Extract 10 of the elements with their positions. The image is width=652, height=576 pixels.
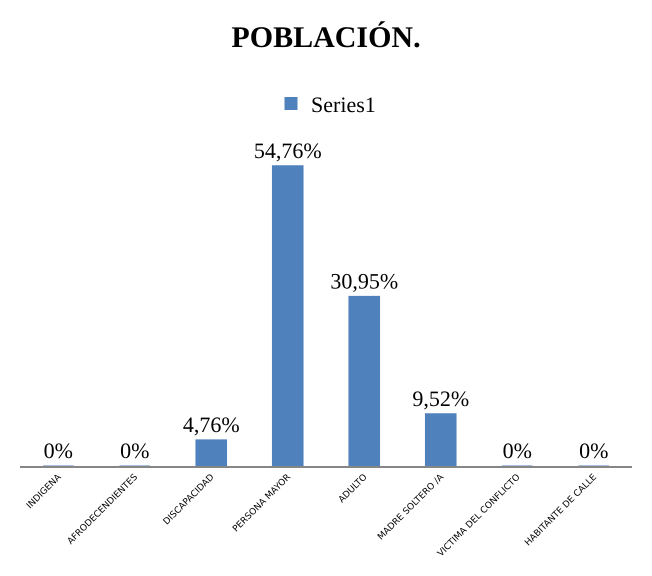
data-label: 54,76% [254,138,322,163]
chart-title: POBLACIÓN. [231,20,421,54]
data-label: 0% [120,438,150,463]
legend-label: Series1 [311,92,376,118]
data-label: 0% [502,438,532,463]
data-label: 30,95% [330,268,398,294]
data-label: 4,76% [182,412,240,437]
data-label: 0% [579,438,608,463]
data-label: 0% [44,438,73,463]
data-label: 9,52% [412,386,470,411]
